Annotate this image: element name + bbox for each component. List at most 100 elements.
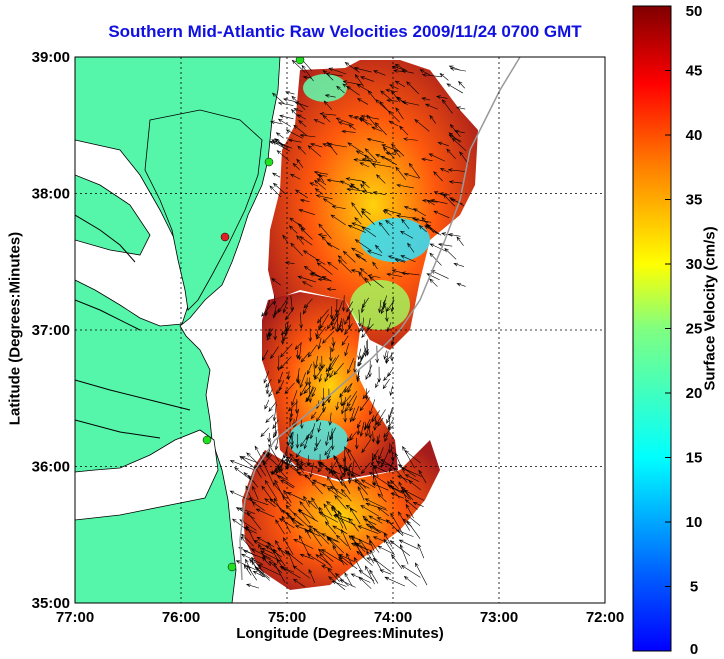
velocity-arrow bbox=[289, 217, 306, 230]
velocity-arrow bbox=[363, 345, 368, 358]
velocity-arrow bbox=[371, 410, 380, 423]
velocity-arrow bbox=[444, 247, 457, 260]
low-velocity-patch bbox=[288, 420, 348, 460]
velocity-arrow bbox=[377, 545, 393, 554]
velocity-arrow bbox=[357, 486, 365, 501]
velocity-arrow bbox=[380, 303, 387, 315]
velocity-arrow bbox=[356, 255, 366, 261]
velocity-arrow bbox=[282, 97, 296, 102]
velocity-arrow bbox=[389, 479, 399, 490]
velocity-arrow bbox=[426, 273, 440, 281]
velocity-arrow bbox=[403, 575, 417, 587]
colorbar-tick-label: 5 bbox=[690, 579, 698, 596]
velocity-arrow bbox=[396, 214, 416, 219]
velocity-arrow bbox=[319, 313, 329, 329]
velocity-arrow bbox=[349, 507, 361, 525]
velocity-arrow bbox=[287, 138, 302, 143]
velocity-arrow bbox=[449, 197, 465, 207]
velocity-arrow bbox=[312, 361, 317, 380]
velocity-arrow bbox=[382, 146, 395, 159]
velocity-arrow bbox=[378, 221, 390, 236]
radar-site-marker bbox=[220, 232, 230, 242]
velocity-arrow bbox=[229, 460, 254, 470]
velocity-arrow bbox=[291, 59, 306, 74]
velocity-arrow bbox=[300, 227, 313, 240]
velocity-arrow bbox=[344, 383, 352, 394]
velocity-arrow bbox=[286, 370, 291, 381]
velocity-arrow bbox=[315, 554, 331, 566]
velocity-arrow bbox=[346, 301, 353, 313]
velocity-arrow bbox=[441, 99, 453, 114]
velocity-arrow bbox=[276, 355, 281, 372]
radar-site-marker bbox=[264, 157, 274, 167]
velocity-arrow bbox=[309, 423, 316, 440]
velocity-arrow bbox=[357, 525, 379, 534]
velocity-arrow bbox=[287, 431, 293, 447]
velocity-arrow bbox=[354, 239, 371, 251]
velocity-arrow bbox=[367, 415, 375, 430]
velocity-arrow bbox=[405, 513, 421, 527]
velocity-arrow bbox=[346, 187, 365, 192]
velocity-arrow bbox=[273, 497, 283, 513]
velocity-arrow bbox=[381, 144, 400, 152]
velocity-arrow bbox=[282, 495, 292, 507]
velocity-arrow bbox=[408, 162, 421, 179]
velocity-arrow bbox=[360, 183, 367, 192]
velocity-arrow bbox=[317, 548, 334, 562]
velocity-arrow bbox=[251, 548, 271, 559]
velocity-arrow bbox=[344, 323, 353, 336]
velocity-arrow bbox=[344, 572, 353, 587]
velocity-arrow bbox=[323, 100, 333, 110]
velocity-arrow bbox=[344, 308, 354, 326]
velocity-arrow bbox=[241, 553, 264, 565]
velocity-arrow bbox=[377, 493, 387, 503]
velocity-arrow bbox=[391, 143, 405, 157]
velocity-arrow bbox=[257, 564, 281, 576]
velocity-arrow bbox=[318, 223, 332, 239]
velocity-arrow bbox=[274, 479, 284, 498]
velocity-arrow bbox=[388, 407, 393, 420]
velocity-arrow bbox=[295, 350, 300, 360]
velocity-arrow bbox=[330, 214, 346, 226]
velocity-arrow bbox=[412, 501, 424, 507]
velocity-arrow bbox=[305, 428, 314, 440]
velocity-arrow bbox=[288, 225, 298, 234]
velocity-arrow bbox=[261, 349, 269, 361]
velocity-arrow bbox=[293, 108, 303, 113]
velocity-arrow bbox=[446, 83, 464, 94]
velocity-arrow bbox=[294, 459, 307, 465]
y-tick-label: 37:00 bbox=[32, 322, 70, 339]
colorbar-tick-label: 30 bbox=[686, 256, 703, 273]
velocity-arrow bbox=[327, 568, 340, 582]
map-title: Southern Mid-Atlantic Raw Velocities 200… bbox=[108, 22, 582, 41]
velocity-arrow bbox=[398, 481, 407, 499]
colorbar-tick-label: 45 bbox=[686, 63, 703, 80]
velocity-arrow bbox=[302, 250, 316, 259]
velocity-arrow bbox=[275, 132, 284, 139]
eastern-shore bbox=[144, 109, 263, 311]
velocity-arrow bbox=[272, 182, 286, 195]
velocity-arrow bbox=[309, 182, 319, 187]
velocity-arrow bbox=[337, 259, 352, 274]
velocity-arrow bbox=[372, 536, 390, 544]
velocity-arrow bbox=[345, 177, 365, 182]
velocity-arrow bbox=[340, 488, 352, 502]
x-tick-label: 77:00 bbox=[56, 609, 94, 626]
velocity-arrow bbox=[429, 252, 442, 266]
velocity-arrow bbox=[294, 525, 314, 533]
velocity-arrow bbox=[358, 576, 372, 589]
colorbar-tick-label: 15 bbox=[686, 450, 703, 467]
velocity-arrow bbox=[325, 431, 330, 447]
velocity-arrow bbox=[234, 467, 254, 483]
velocity-vectors bbox=[229, 57, 469, 591]
velocity-arrow bbox=[366, 557, 378, 562]
velocity-arrow bbox=[354, 542, 365, 558]
velocity-arrow bbox=[303, 265, 319, 277]
velocity-arrow bbox=[296, 374, 301, 385]
velocity-arrow bbox=[353, 116, 368, 121]
velocity-arrow bbox=[268, 560, 283, 574]
velocity-arrow bbox=[387, 368, 394, 378]
pamlico-sound bbox=[75, 429, 219, 521]
velocity-arrow bbox=[278, 468, 288, 479]
velocity-arrow bbox=[356, 369, 360, 383]
